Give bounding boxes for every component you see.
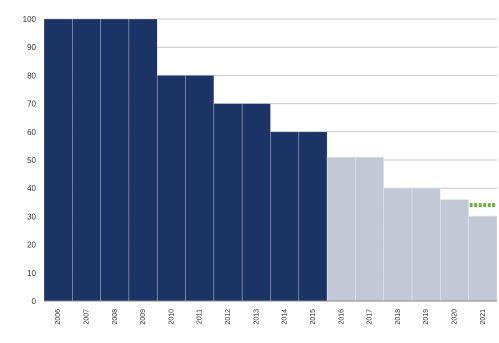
bar-2016: [326, 156, 356, 302]
x-tick-label: 2009: [140, 309, 147, 325]
bar-2020: [440, 199, 469, 302]
bar-2006: [43, 18, 73, 302]
y-tick-label: 50: [27, 156, 36, 165]
y-tick-label: 70: [27, 100, 36, 109]
y-tick-label: 10: [27, 269, 36, 278]
y-tick-label: 80: [27, 71, 36, 80]
x-tick-label: 2021: [480, 309, 487, 325]
x-axis-tick-labels: 2006 2007 2008 2009 2010 2011 2012 2013 2014 2015…: [55, 309, 487, 325]
bar-2007: [72, 18, 101, 302]
x-tick-label: 2016: [338, 309, 345, 325]
y-tick-label: 100: [23, 15, 37, 24]
bar-2009: [128, 18, 158, 302]
bar-2008: [100, 18, 130, 302]
bar-2019: [411, 187, 441, 302]
bar-2015: [298, 131, 328, 302]
bar-2013: [241, 103, 271, 302]
x-tick-label: 2013: [253, 309, 260, 325]
bar-2012: [213, 103, 243, 302]
x-tick-label: 2006: [55, 309, 62, 325]
y-tick-label: 30: [27, 212, 36, 221]
y-tick-label: 0: [32, 297, 37, 306]
y-tick-label: 20: [27, 241, 36, 250]
x-tick-label: 2012: [225, 309, 232, 325]
bar-2014: [270, 131, 300, 302]
x-tick-label: 2019: [423, 309, 430, 325]
x-tick-label: 2018: [395, 309, 402, 325]
y-tick-label: 40: [27, 184, 36, 193]
x-tick-label: 2017: [367, 309, 374, 325]
x-tick-label: 2020: [452, 309, 459, 325]
x-tick-label: 2011: [197, 309, 204, 324]
x-tick-label: 2010: [168, 309, 175, 325]
bar-2010: [156, 75, 186, 302]
x-tick-label: 2015: [310, 309, 317, 325]
bar-2011: [185, 75, 215, 302]
x-tick-label: 2014: [282, 309, 289, 325]
y-tick-label: 90: [27, 43, 36, 52]
x-tick-label: 2008: [112, 309, 119, 325]
bar-2017: [355, 156, 385, 302]
y-axis-tick-labels: 0 10 20 30 40 50 60 70 80 90 100: [23, 15, 37, 306]
bar-2018: [383, 187, 413, 302]
x-tick-label: 2007: [83, 309, 90, 325]
bar-2021: [468, 216, 498, 302]
y-tick-label: 60: [27, 128, 36, 137]
